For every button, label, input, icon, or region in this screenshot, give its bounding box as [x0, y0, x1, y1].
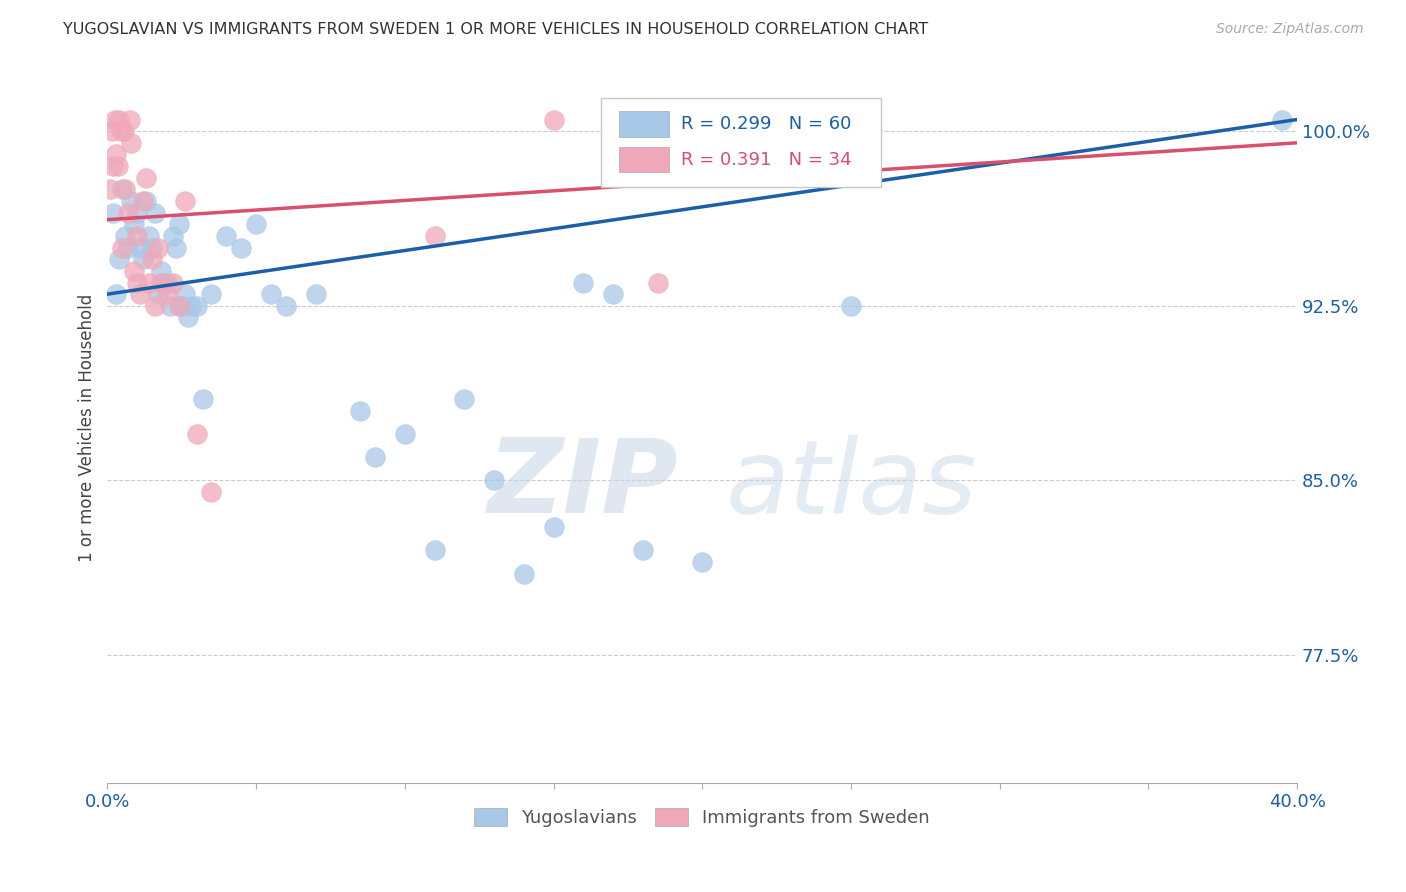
Point	[141, 241, 163, 255]
Point	[423, 543, 446, 558]
Point	[173, 194, 195, 208]
Point	[690, 555, 713, 569]
Point	[180, 299, 202, 313]
Text: R = 0.299   N = 60: R = 0.299 N = 60	[681, 115, 851, 133]
Point	[231, 241, 253, 255]
Point	[108, 252, 131, 267]
Point	[423, 229, 446, 244]
Point	[572, 276, 595, 290]
Point	[132, 194, 155, 208]
Point	[114, 229, 136, 244]
Point	[143, 299, 166, 313]
FancyBboxPatch shape	[602, 98, 880, 186]
Point	[153, 276, 176, 290]
Y-axis label: 1 or more Vehicles in Household: 1 or more Vehicles in Household	[79, 293, 96, 562]
Point	[156, 287, 179, 301]
Text: YUGOSLAVIAN VS IMMIGRANTS FROM SWEDEN 1 OR MORE VEHICLES IN HOUSEHOLD CORRELATIO: YUGOSLAVIAN VS IMMIGRANTS FROM SWEDEN 1 …	[63, 22, 928, 37]
Point	[120, 136, 142, 150]
Point	[453, 392, 475, 406]
Legend: Yugoslavians, Immigrants from Sweden: Yugoslavians, Immigrants from Sweden	[467, 801, 938, 834]
Point	[127, 205, 149, 219]
Point	[117, 241, 139, 255]
Text: R = 0.391   N = 34: R = 0.391 N = 34	[681, 151, 852, 169]
Text: Source: ZipAtlas.com: Source: ZipAtlas.com	[1216, 22, 1364, 37]
Text: ZIP: ZIP	[488, 434, 679, 535]
Point	[122, 264, 145, 278]
Point	[156, 276, 179, 290]
Point	[120, 194, 142, 208]
Point	[98, 182, 121, 196]
Point	[482, 474, 505, 488]
Point	[513, 566, 536, 581]
Point	[170, 299, 193, 313]
Point	[200, 287, 222, 301]
Point	[186, 426, 208, 441]
Point	[191, 392, 214, 406]
Point	[260, 287, 283, 301]
Point	[647, 276, 669, 290]
Point	[122, 217, 145, 231]
Point	[349, 403, 371, 417]
Point	[118, 112, 141, 127]
Point	[132, 252, 155, 267]
Point	[143, 205, 166, 219]
Point	[364, 450, 387, 464]
Point	[162, 229, 184, 244]
Point	[146, 287, 169, 301]
Point	[159, 299, 181, 313]
Point	[112, 124, 135, 138]
Point	[146, 241, 169, 255]
Point	[135, 170, 157, 185]
Point	[127, 229, 149, 244]
Point	[149, 276, 172, 290]
Point	[105, 147, 128, 161]
Point	[165, 241, 187, 255]
Point	[107, 159, 129, 173]
Point	[104, 112, 127, 127]
Point	[103, 205, 125, 219]
Point	[173, 287, 195, 301]
Point	[167, 217, 190, 231]
Point	[200, 485, 222, 500]
Point	[135, 194, 157, 208]
Point	[141, 252, 163, 267]
Point	[117, 205, 139, 219]
Point	[105, 287, 128, 301]
Point	[215, 229, 238, 244]
Point	[129, 241, 152, 255]
Point	[101, 124, 124, 138]
Point	[149, 264, 172, 278]
Point	[245, 217, 267, 231]
Point	[602, 287, 624, 301]
Point	[839, 299, 862, 313]
Point	[274, 299, 297, 313]
Point	[114, 182, 136, 196]
Point	[543, 112, 565, 127]
Point	[138, 229, 160, 244]
Point	[176, 310, 198, 325]
Point	[1271, 112, 1294, 127]
Point	[138, 276, 160, 290]
Point	[162, 276, 184, 290]
Point	[127, 276, 149, 290]
Point	[304, 287, 326, 301]
Point	[110, 124, 132, 138]
Point	[129, 287, 152, 301]
FancyBboxPatch shape	[619, 112, 669, 136]
FancyBboxPatch shape	[619, 147, 669, 172]
Point	[108, 112, 131, 127]
Point	[103, 159, 125, 173]
Point	[543, 520, 565, 534]
Point	[111, 182, 134, 196]
Point	[167, 299, 190, 313]
Point	[111, 241, 134, 255]
Point	[186, 299, 208, 313]
Point	[631, 543, 654, 558]
Point	[394, 426, 416, 441]
Text: atlas: atlas	[725, 434, 977, 535]
